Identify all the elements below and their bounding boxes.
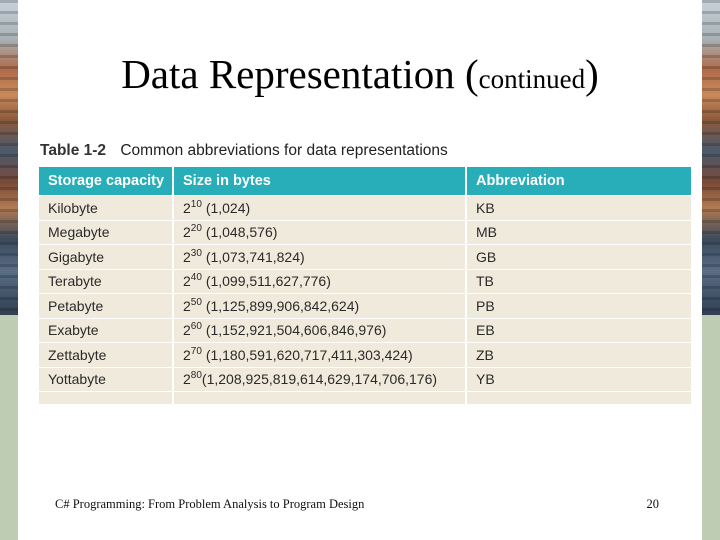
size-base: 2 [183,297,191,314]
cell-storage-capacity: Exabyte [39,317,174,342]
cell-size-in-bytes: 210 (1,024) [174,195,467,220]
empty-cell [467,391,691,404]
table-row: Yottabyte 280(1,208,925,819,614,629,174,7… [39,366,691,391]
cell-storage-capacity: Petabyte [39,293,174,318]
city-photo-strip [0,0,18,315]
size-value: (1,125,899,906,842,624) [205,297,360,314]
cell-storage-capacity: Megabyte [39,219,174,244]
size-exponent: 50 [190,296,202,308]
table-row: Terabyte 240 (1,099,511,627,776) TB [39,268,691,293]
cell-abbreviation: KB [467,195,691,220]
size-exponent: 20 [190,223,202,235]
size-exponent: 60 [190,321,202,333]
cell-abbreviation: PB [467,293,691,318]
table-caption: Table 1-2 Common abbreviations for data … [40,142,448,160]
cell-abbreviation: YB [467,366,691,391]
cell-storage-capacity: Kilobyte [39,195,174,220]
cell-size-in-bytes: 280(1,208,925,819,614,629,174,706,176) [174,366,467,391]
table-header-row: Storage capacity Size in bytes Abbreviat… [39,167,691,195]
size-exponent: 80 [190,370,202,382]
table-row: Gigabyte 230 (1,073,741,824) GB [39,244,691,269]
size-value: (1,208,925,819,614,629,174,706,176) [201,371,438,388]
size-value: (1,152,921,504,606,846,976) [205,322,387,339]
size-base: 2 [183,199,191,216]
cell-size-in-bytes: 250 (1,125,899,906,842,624) [174,293,467,318]
table-row: Megabyte 220 (1,048,576) MB [39,219,691,244]
cell-abbreviation: ZB [467,342,691,367]
right-decorative-strip [702,0,720,540]
size-base: 2 [183,371,191,388]
left-decorative-strip [0,0,18,540]
size-base: 2 [183,273,191,290]
table-bottom-band [39,391,691,404]
size-base: 2 [183,346,191,363]
size-exponent: 70 [190,345,202,357]
empty-cell [39,391,174,404]
slide-title: Data Representation (continued) [0,51,720,97]
title-main: Data Representation ( [121,51,479,97]
table-row: Petabyte 250 (1,125,899,906,842,624) PB [39,293,691,318]
cell-abbreviation: EB [467,317,691,342]
cell-storage-capacity: Gigabyte [39,244,174,269]
empty-cell [174,391,467,404]
size-value: (1,180,591,620,717,411,303,424) [205,346,413,363]
cell-abbreviation: MB [467,219,691,244]
table-body: Kilobyte 210 (1,024) KB Megabyte 220 (1,048,… [39,195,691,404]
size-base: 2 [183,322,191,339]
cell-size-in-bytes: 260 (1,152,921,504,606,846,976) [174,317,467,342]
footer-text: C# Programming: From Problem Analysis to… [55,497,365,511]
header-size-in-bytes: Size in bytes [174,167,467,195]
cell-size-in-bytes: 240 (1,099,511,627,776) [174,268,467,293]
table-label: Table 1-2 [40,142,107,159]
table-row: Zettabyte 270 (1,180,591,620,717,411,303,… [39,342,691,367]
table-caption-text: Common abbreviations for data representa… [120,142,448,159]
size-value: (1,024) [205,199,251,216]
cell-size-in-bytes: 230 (1,073,741,824) [174,244,467,269]
title-continued: continued [478,64,586,94]
cell-abbreviation: TB [467,268,691,293]
city-photo-strip [702,0,720,315]
cell-storage-capacity: Yottabyte [39,366,174,391]
green-panel [0,315,18,540]
header-storage-capacity: Storage capacity [39,167,174,195]
table-row: Exabyte 260 (1,152,921,504,606,846,976) EB [39,317,691,342]
cell-abbreviation: GB [467,244,691,269]
title-close-paren: ) [585,51,599,97]
size-exponent: 30 [190,247,202,259]
size-exponent: 40 [190,272,202,284]
green-panel [702,315,720,540]
size-exponent: 10 [190,198,202,210]
page-number: 20 [646,497,660,511]
size-base: 2 [183,248,191,265]
size-value: (1,073,741,824) [205,248,305,265]
abbreviations-table: Storage capacity Size in bytes Abbreviat… [39,167,691,404]
cell-size-in-bytes: 220 (1,048,576) [174,219,467,244]
header-abbreviation: Abbreviation [467,167,691,195]
cell-storage-capacity: Zettabyte [39,342,174,367]
cell-size-in-bytes: 270 (1,180,591,620,717,411,303,424) [174,342,467,367]
size-base: 2 [183,224,191,241]
size-value: (1,099,511,627,776) [205,273,331,290]
cell-storage-capacity: Terabyte [39,268,174,293]
size-value: (1,048,576) [205,224,278,241]
table-row: Kilobyte 210 (1,024) KB [39,195,691,220]
